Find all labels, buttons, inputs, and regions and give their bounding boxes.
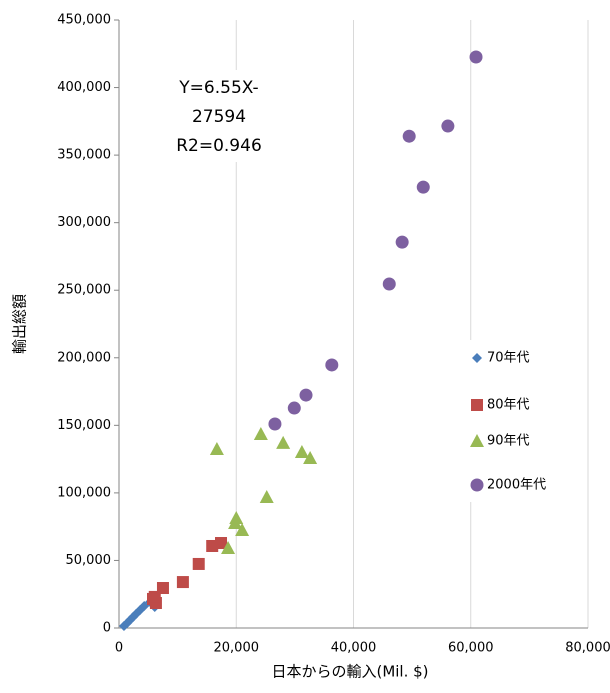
legend-marker [471, 399, 483, 411]
legend-label: 70年代 [487, 351, 530, 366]
data-point [276, 435, 291, 449]
data-point [299, 388, 313, 402]
legend-label: 80年代 [487, 398, 530, 413]
data-point [192, 557, 205, 570]
y-tick-label: 300,000 [57, 215, 111, 230]
data-point [176, 576, 189, 589]
x-axis-label: 日本からの輸入(Mil. $) [271, 663, 428, 681]
data-point [469, 50, 483, 64]
x-tick-label: 80,000 [565, 641, 610, 656]
data-point [156, 582, 169, 595]
data-point [287, 401, 301, 415]
data-point [229, 511, 244, 525]
y-tick-label: 100,000 [57, 485, 111, 500]
x-tick-label: 0 [115, 641, 123, 656]
legend-label: 2000年代 [487, 478, 546, 493]
annotation: 27594 [192, 107, 246, 127]
data-point [416, 180, 430, 194]
y-tick-label: 250,000 [57, 283, 111, 298]
x-tick-label: 40,000 [331, 641, 377, 656]
legend-marker [470, 434, 484, 447]
y-tick-label: 50,000 [66, 553, 112, 568]
legend-marker [472, 353, 482, 363]
data-point [253, 426, 268, 440]
data-point [215, 537, 228, 550]
data-point [325, 358, 339, 372]
legend-label: 90年代 [487, 434, 530, 449]
data-point [294, 444, 309, 458]
data-point [382, 277, 396, 291]
y-axis-label: 輸出総額 [11, 294, 29, 354]
y-tick-label: 450,000 [57, 13, 111, 28]
data-point [395, 235, 409, 249]
data-point [268, 417, 282, 431]
y-tick-label: 200,000 [57, 350, 111, 365]
y-tick-label: 400,000 [57, 80, 111, 95]
annotation-box [165, 70, 273, 162]
annotation: Y=6.55X- [178, 78, 258, 98]
data-point [259, 489, 274, 503]
data-point [122, 618, 133, 629]
x-tick-label: 20,000 [214, 641, 260, 656]
y-tick-label: 350,000 [57, 148, 111, 163]
x-tick-label: 60,000 [448, 641, 494, 656]
data-point [221, 541, 236, 555]
data-point [441, 119, 455, 133]
legend-box [462, 340, 568, 502]
y-tick-label: 0 [103, 621, 111, 636]
data-point [235, 523, 250, 537]
data-point [303, 451, 318, 465]
data-point [402, 129, 416, 143]
annotation: R2=0.946 [176, 136, 262, 156]
data-point [209, 441, 224, 455]
legend-marker [470, 478, 484, 492]
y-tick-label: 150,000 [57, 418, 111, 433]
